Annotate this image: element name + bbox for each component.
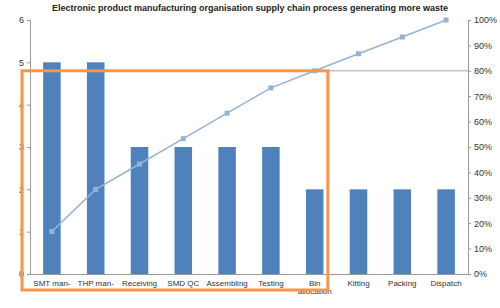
- markers: [49, 18, 448, 235]
- y2-tick: 60%: [468, 117, 492, 127]
- bar: [306, 189, 324, 274]
- bar: [131, 147, 149, 274]
- bar: [87, 62, 105, 274]
- x-axis-line: [31, 274, 469, 275]
- x-tick-label: Assembling: [206, 279, 247, 288]
- y2-tick-mark: [468, 198, 471, 199]
- x-tick-label: Testing: [258, 279, 283, 288]
- y2-tick-label: 80%: [474, 66, 492, 76]
- y2-tick: 40%: [468, 168, 492, 178]
- y2-tick: 50%: [468, 142, 492, 152]
- x-axis: SMT man- THP man- Receiving SMD QC Assemblin…: [31, 274, 469, 296]
- bar: [175, 147, 193, 274]
- title: Electronic product manufacturing organis…: [52, 3, 448, 13]
- y2-tick-label: 20%: [474, 219, 492, 229]
- x-tick: Dispatch: [431, 274, 462, 288]
- plot: 01234560%10%20%30%40%50%60%70%80%90%100%…: [19, 15, 497, 296]
- marker: [268, 85, 273, 90]
- y2-tick-mark: [468, 20, 471, 21]
- marker: [444, 18, 449, 23]
- x-tick: Packing: [388, 274, 416, 288]
- highlight-box: [22, 71, 328, 290]
- y-tick-mark: [27, 62, 30, 63]
- x-tick-label: Packing: [388, 279, 416, 288]
- y2-tick-label: 0%: [474, 269, 487, 279]
- y2-tick-mark: [468, 45, 471, 46]
- y2-tick-label: 40%: [474, 168, 492, 178]
- x-tick-label: Receiving: [122, 279, 157, 288]
- x-tick: Receiving: [122, 274, 157, 288]
- y2-tick-label: 90%: [474, 41, 492, 51]
- x-tick-label: Kitting: [347, 279, 369, 288]
- x-tick-label: SMD QC: [167, 279, 199, 288]
- marker: [93, 187, 98, 192]
- y-tick-mark: [27, 232, 30, 233]
- y2-tick-label: 50%: [474, 142, 492, 152]
- marker: [225, 111, 230, 116]
- chart: Electronic product manufacturing organis…: [0, 0, 500, 308]
- y2-tick: 30%: [468, 193, 492, 203]
- marker: [400, 35, 405, 40]
- x-tick: SMT man-: [33, 274, 71, 288]
- y2-tick-mark: [468, 122, 471, 123]
- marker: [181, 136, 186, 141]
- y2-tick-label: 10%: [474, 244, 492, 254]
- y2-tick: 20%: [468, 219, 492, 229]
- y-tick-label: 5: [19, 58, 24, 68]
- y-tick-mark: [27, 189, 30, 190]
- y2-tick: 70%: [468, 92, 492, 102]
- y2-tick: 10%: [468, 244, 492, 254]
- x-tick: SMD QC: [167, 274, 199, 288]
- y-tick-mark: [27, 20, 30, 21]
- y2-tick-mark: [468, 249, 471, 250]
- y-tick: 5: [19, 58, 30, 68]
- marks: [30, 18, 468, 275]
- bar: [218, 147, 236, 274]
- y-tick-label: 6: [19, 15, 24, 25]
- x-tick-label: Dispatch: [431, 279, 462, 288]
- y2-tick: 0%: [468, 269, 487, 279]
- y2-tick: 100%: [468, 15, 497, 25]
- y2-tick-label: 60%: [474, 117, 492, 127]
- y-axis-line: [27, 21, 31, 275]
- y-tick-mark: [27, 105, 30, 106]
- y-tick: 6: [19, 15, 30, 25]
- y2-tick-mark: [468, 147, 471, 148]
- bar: [350, 189, 368, 274]
- bar: [394, 189, 412, 274]
- marker: [137, 162, 142, 167]
- cumulative-line: [52, 20, 446, 232]
- y2-axis: 0% 10% 20% 30% 40% 50% 60% 70% 80% 90% 100%: [468, 15, 497, 279]
- marker: [49, 229, 54, 234]
- bar: [262, 147, 280, 274]
- x-tick: Kitting: [347, 274, 369, 288]
- y2-tick-label: 100%: [474, 15, 497, 25]
- y2-tick-mark: [468, 96, 471, 97]
- x-tick: Assembling: [206, 274, 247, 288]
- x-tick: THP man-: [78, 274, 115, 288]
- y2-tick-mark: [468, 172, 471, 173]
- marker: [356, 51, 361, 56]
- x-tick-label: SMT man-: [33, 279, 71, 288]
- x-tick-label: THP man-: [78, 279, 115, 288]
- y2-axis-line: [469, 21, 472, 275]
- y2-tick-mark: [468, 71, 471, 72]
- bar: [437, 189, 455, 274]
- y2-tick-label: 70%: [474, 92, 492, 102]
- x-tick: Testing: [258, 274, 283, 288]
- bars: [43, 62, 455, 274]
- y2-tick: 90%: [468, 41, 492, 51]
- y2-tick-label: 30%: [474, 193, 492, 203]
- y2-tick-mark: [468, 223, 471, 224]
- bar: [43, 62, 61, 274]
- y-tick-mark: [27, 147, 30, 148]
- y2-tick: 80%: [468, 66, 492, 76]
- y-tick-mark: [27, 274, 30, 275]
